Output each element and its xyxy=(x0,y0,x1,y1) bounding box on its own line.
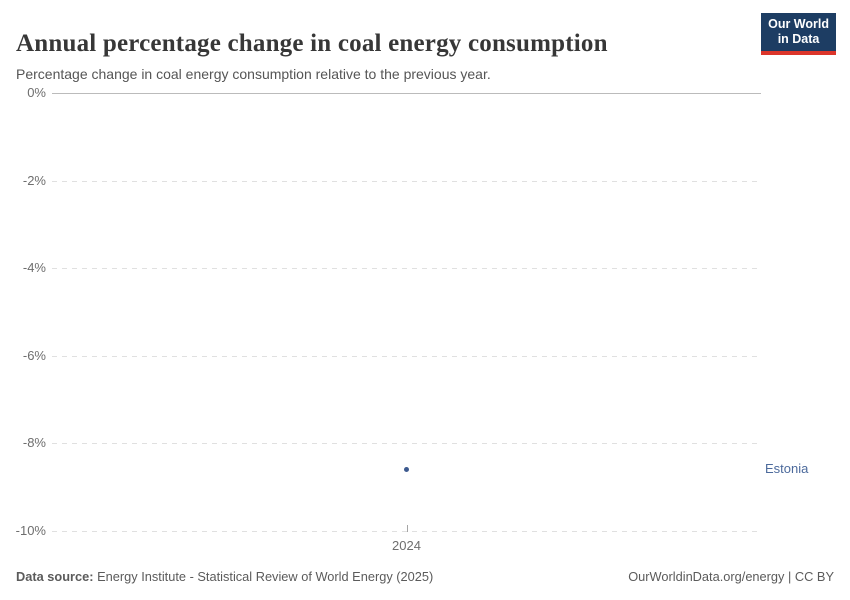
data-source-note: Data source: Energy Institute - Statisti… xyxy=(16,569,433,584)
data-source-label: Data source: xyxy=(16,569,94,584)
zero-axis-line xyxy=(52,93,761,94)
owid-logo[interactable]: Our World in Data xyxy=(761,13,836,55)
y-axis-tick-label: 0% xyxy=(27,85,46,100)
y-axis-tick-label: -8% xyxy=(22,435,46,451)
x-axis-tick-mark xyxy=(406,525,408,532)
credit-note: OurWorldinData.org/energy | CC BY xyxy=(628,569,834,584)
chart-title: Annual percentage change in coal energy … xyxy=(16,29,608,57)
owid-logo-line1: Our World xyxy=(768,17,829,31)
y-axis-tick-label: -2% xyxy=(22,172,46,188)
gridline xyxy=(52,180,761,182)
data-source-text: Energy Institute - Statistical Review of… xyxy=(97,569,434,584)
y-axis-tick-label: -10% xyxy=(15,523,46,538)
owid-logo-line2: in Data xyxy=(777,32,820,46)
entity-label-estonia[interactable]: Estonia xyxy=(765,460,809,476)
chart-footer: Data source: Energy Institute - Statisti… xyxy=(0,569,850,584)
gridline xyxy=(52,268,761,270)
x-axis-tick-label: 2024 xyxy=(392,538,421,553)
chart-subtitle: Percentage change in coal energy consump… xyxy=(16,66,491,82)
gridline xyxy=(52,355,761,357)
gridline xyxy=(52,443,761,445)
data-point-estonia[interactable] xyxy=(404,467,409,473)
y-axis-tick-label: -4% xyxy=(22,260,46,276)
y-axis-tick-label: -6% xyxy=(22,347,46,363)
